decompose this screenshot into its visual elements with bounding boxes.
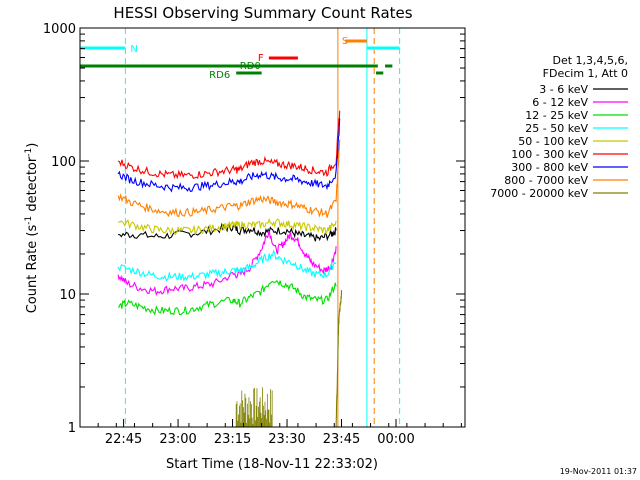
generation-timestamp: 19-Nov-2011 01:37	[560, 467, 637, 476]
series-line-800-7000-kev	[117, 139, 341, 218]
flag-label-rd0: RD0	[240, 61, 261, 72]
flag-label-flare_F: F	[258, 53, 264, 64]
y-tick-label: 100	[51, 155, 76, 170]
legend-header-line-2: FDecim 1, Att 0	[543, 67, 628, 80]
x-tick-label: 23:45	[323, 432, 360, 447]
flag-label-night_N: N	[130, 44, 137, 55]
legend-label: 25 - 50 keV	[525, 122, 588, 135]
plot-frame	[79, 27, 466, 428]
x-tick-label: 00:00	[377, 432, 414, 447]
legend-label: 800 - 7000 keV	[504, 174, 588, 187]
x-tick-label: 23:15	[214, 432, 251, 447]
flag-label-saa_S: S	[342, 36, 348, 47]
x-tick-label: 22:45	[105, 432, 142, 447]
x-axis-label: Start Time (18-Nov-11 22:33:02)	[166, 457, 378, 472]
flag-label-rd6: RD6	[209, 70, 230, 81]
x-tick-label: 23:00	[159, 432, 196, 447]
legend-label: 3 - 6 keV	[539, 83, 588, 96]
legend-label: 7000 - 20000 keV	[490, 187, 588, 200]
series-line-3-6-kev	[118, 222, 337, 242]
legend-label: 6 - 12 keV	[532, 96, 588, 109]
y-tick-label: 1	[68, 421, 76, 436]
y-tick-label: 10	[59, 288, 76, 303]
legend-label: 300 - 800 keV	[511, 161, 588, 174]
series-line-50-100-kev	[117, 217, 337, 236]
chart-title: HESSI Observing Summary Count Rates	[113, 4, 412, 22]
series-line-7000-20000-kev	[335, 290, 343, 428]
legend-header-line-1: Det 1,3,4,5,6,	[552, 54, 628, 67]
series-line-25-50-kev	[117, 249, 337, 282]
series-line-12-25-kev	[117, 279, 337, 316]
y-axis-label: Count Rate (s-1 detector-1)	[24, 143, 40, 314]
series-line-6-12-kev	[117, 230, 337, 296]
series-line-100-300-kev	[117, 110, 341, 180]
series-line-300-800-kev	[117, 118, 341, 193]
legend-label: 12 - 25 keV	[525, 109, 588, 122]
x-tick-label: 23:30	[268, 432, 305, 447]
legend: Det 1,3,4,5,6, FDecim 1, Att 0 3 - 6 keV…	[490, 54, 628, 200]
y-tick-label: 1000	[43, 22, 76, 37]
legend-label: 100 - 300 keV	[511, 148, 588, 161]
legend-label: 50 - 100 keV	[518, 135, 588, 148]
